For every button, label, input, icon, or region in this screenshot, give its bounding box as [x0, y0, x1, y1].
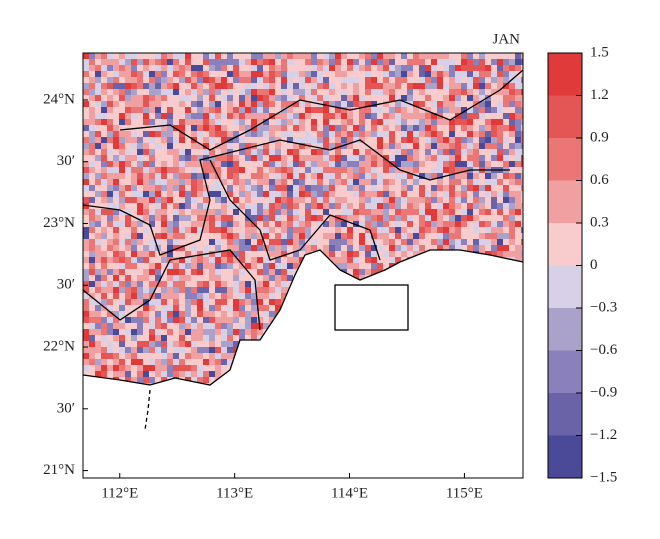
colorbar-band — [548, 265, 582, 308]
colorbar-tick-label: 0.3 — [590, 214, 609, 230]
colorbar-tick-label: −0.9 — [590, 384, 617, 400]
y-tick-label: 30′ — [57, 277, 75, 293]
colorbar-tick-label: 0.9 — [590, 129, 609, 145]
y-tick-label: 30′ — [57, 400, 75, 416]
y-tick-label: 24°N — [43, 91, 75, 107]
colorbar-band — [548, 53, 582, 96]
colorbar-band — [548, 393, 582, 436]
colorbar-band — [548, 223, 582, 266]
colorbar-band — [548, 308, 582, 351]
colorbar-band — [548, 350, 582, 393]
colorbar-tick-label: 1.2 — [590, 87, 609, 103]
plot-frame — [82, 52, 524, 479]
colorbar-band — [548, 95, 582, 138]
x-tick-label: 113°E — [216, 485, 253, 501]
map-title: JAN — [492, 31, 520, 47]
colorbar-tick-label: 0 — [590, 257, 598, 273]
boundaries — [82, 69, 524, 431]
y-tick-label: 23°N — [43, 215, 75, 231]
colorbar-tick-label: −1.5 — [590, 469, 617, 485]
x-tick-label: 112°E — [101, 485, 138, 501]
x-tick-label: 114°E — [331, 485, 368, 501]
y-tick-label: 30′ — [57, 153, 75, 169]
colorbar-band — [548, 435, 582, 478]
colorbar-tick-label: 0.6 — [590, 172, 609, 188]
x-tick-label: 115°E — [446, 485, 483, 501]
y-tick-label: 21°N — [43, 462, 75, 478]
colorbar-band — [548, 138, 582, 181]
colorbar-tick-label: −0.6 — [590, 342, 618, 358]
colorbar-tick-label: 1.5 — [590, 44, 609, 60]
colorbar-band — [548, 180, 582, 223]
colorbar-tick-label: −1.2 — [590, 427, 617, 443]
y-tick-label: 22°N — [43, 338, 75, 354]
colorbar-frame — [547, 52, 583, 479]
colorbar: 1.5 1.2 0.9 0.6 0.3 0 −0.3 −0.6 −0.9 −1.2 −1.5 — [548, 44, 618, 485]
colorbar-tick-label: −0.3 — [590, 299, 617, 315]
